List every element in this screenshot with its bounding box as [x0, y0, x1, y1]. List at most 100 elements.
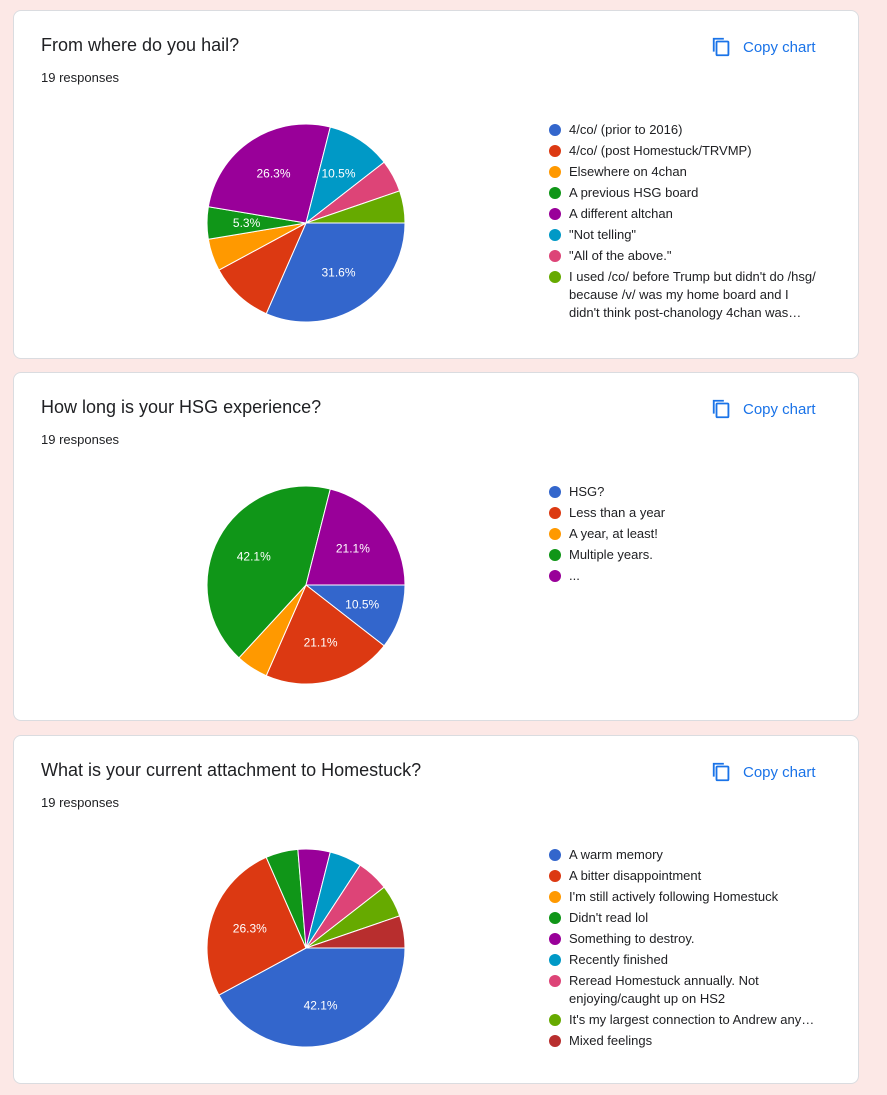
slice-label: 42.1%: [304, 999, 338, 1013]
pie-slice: [265, 584, 385, 685]
legend-item: ...: [549, 567, 819, 585]
legend-label: Elsewhere on 4chan: [569, 164, 687, 179]
legend-label: Didn't read lol: [569, 910, 649, 925]
legend-item: "All of the above.": [549, 247, 819, 265]
legend-label: Less than a year: [569, 505, 666, 520]
copy-chart-button[interactable]: Copy chart: [711, 32, 816, 62]
legend-swatch: [549, 271, 561, 283]
legend-swatch: [549, 166, 561, 178]
pie-slice: [305, 915, 406, 949]
legend-label: 4/co/ (post Homestuck/TRVMP): [569, 143, 752, 158]
copy-icon: [712, 762, 730, 782]
chart-card-3: What is your current attachment to Homes…: [13, 735, 859, 1084]
legend-item: "Not telling": [549, 226, 819, 244]
legend-item: Mixed feelings: [549, 1032, 819, 1050]
pie-slice: [305, 488, 406, 586]
copy-chart-label: Copy chart: [743, 400, 816, 418]
slice-label: 42.1%: [237, 550, 271, 564]
legend-label: It's my largest connection to Andrew any…: [569, 1012, 819, 1027]
legend-swatch: [549, 1035, 561, 1047]
legend-label: A warm memory: [569, 847, 663, 862]
chart-card-1: From where do you hail? 19 responses Cop…: [13, 10, 859, 359]
legend-label: "Not telling": [569, 227, 637, 242]
legend-item: Reread Homestuck annually. Not enjoying/…: [549, 972, 819, 1008]
legend-swatch: [549, 570, 561, 582]
response-count: 19 responses: [41, 795, 120, 810]
legend-swatch: [549, 187, 561, 199]
legend-item: A bitter disappointment: [549, 867, 819, 885]
legend-label: Mixed feelings: [569, 1033, 653, 1048]
legend-swatch: [549, 229, 561, 241]
legend-label: 4/co/ (prior to 2016): [569, 122, 683, 137]
slice-label: 26.3%: [233, 922, 267, 936]
legend-label: Multiple years.: [569, 547, 653, 562]
legend-item: I used /co/ before Trump but didn't do /…: [549, 268, 819, 322]
copy-chart-button[interactable]: Copy chart: [711, 394, 816, 424]
legend-item: A year, at least!: [549, 525, 819, 543]
legend-swatch: [549, 933, 561, 945]
legend-item: 4/co/ (post Homestuck/TRVMP): [549, 142, 819, 160]
question-title: What is your current attachment to Homes…: [41, 760, 422, 780]
legend-swatch: [549, 250, 561, 262]
legend-swatch: [549, 975, 561, 987]
pie-chart: 10.5% 21.1% 42.1% 21.1%: [206, 485, 406, 685]
legend-label: A year, at least!: [569, 526, 658, 541]
legend-item: HSG?: [549, 483, 819, 501]
legend-item: 4/co/ (prior to 2016): [549, 121, 819, 139]
legend-item: A different altchan: [549, 205, 819, 223]
legend-swatch: [549, 145, 561, 157]
legend-label: A different altchan: [569, 206, 673, 221]
pie-slice: [207, 123, 331, 224]
pie-slice: [265, 222, 406, 323]
slice-label: 21.1%: [304, 636, 338, 650]
legend-swatch: [549, 549, 561, 561]
legend-item: Elsewhere on 4chan: [549, 163, 819, 181]
slice-label: 10.5%: [345, 597, 379, 611]
copy-icon: [712, 37, 730, 57]
legend-swatch: [549, 528, 561, 540]
legend-swatch: [549, 208, 561, 220]
chart-legend: 4/co/ (prior to 2016) 4/co/ (post Homestu…: [549, 121, 819, 325]
question-title: How long is your HSG experience?: [41, 397, 322, 417]
legend-item: Recently finished: [549, 951, 819, 969]
legend-swatch: [549, 849, 561, 861]
slice-label: 31.6%: [321, 266, 355, 280]
legend-label: "All of the above.": [569, 248, 672, 263]
legend-item: Didn't read lol: [549, 909, 819, 927]
legend-item: I'm still actively following Homestuck: [549, 888, 819, 906]
pie-chart: 42.1% 26.3%: [206, 848, 406, 1048]
copy-icon: [712, 399, 730, 419]
legend-swatch: [549, 954, 561, 966]
pie-slice: [305, 190, 406, 224]
legend-item: It's my largest connection to Andrew any…: [549, 1011, 819, 1029]
legend-swatch: [549, 507, 561, 519]
chart-legend: A warm memory A bitter disappointment I'm …: [549, 846, 819, 1053]
legend-swatch: [549, 891, 561, 903]
legend-label: ...: [569, 568, 580, 583]
chart-legend: HSG? Less than a year A year, at least! Mul…: [549, 483, 819, 588]
slice-label: 26.3%: [256, 166, 290, 180]
copy-chart-label: Copy chart: [743, 763, 816, 781]
legend-swatch: [549, 486, 561, 498]
chart-card-2: How long is your HSG experience? 19 resp…: [13, 372, 859, 721]
legend-item: Multiple years.: [549, 546, 819, 564]
legend-label: Reread Homestuck annually. Not enjoying/…: [569, 973, 759, 1006]
question-title: From where do you hail?: [41, 35, 240, 55]
legend-label: Recently finished: [569, 952, 668, 967]
legend-swatch: [549, 912, 561, 924]
pie-slice: [206, 485, 331, 659]
copy-chart-button[interactable]: Copy chart: [711, 757, 816, 787]
legend-swatch: [549, 1014, 561, 1026]
slice-label: 10.5%: [321, 166, 355, 180]
legend-swatch: [549, 870, 561, 882]
legend-item: A warm memory: [549, 846, 819, 864]
legend-label: A previous HSG board: [569, 185, 699, 200]
slice-label: 5.3%: [233, 216, 261, 230]
legend-label: HSG?: [569, 484, 605, 499]
legend-item: Something to destroy.: [549, 930, 819, 948]
legend-item: A previous HSG board: [549, 184, 819, 202]
legend-label: I used /co/ before Trump but didn't do /…: [569, 269, 816, 320]
response-count: 19 responses: [41, 432, 120, 447]
legend-item: Less than a year: [549, 504, 819, 522]
legend-label: A bitter disappointment: [569, 868, 702, 883]
